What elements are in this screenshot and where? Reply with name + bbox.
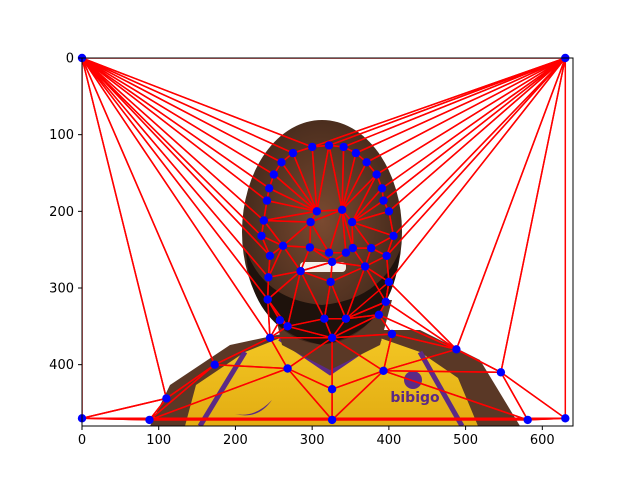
landmark-point-19 [320,314,329,323]
landmark-point-42 [379,196,388,205]
landmark-point-36 [324,141,334,150]
landmark-point-48 [305,243,315,252]
landmark-point-28 [257,231,266,241]
landmark-point-32 [269,170,278,179]
landmark-point-31 [265,184,274,193]
y-tick-label-0: 0 [66,52,74,67]
landmark-point-11 [283,364,292,373]
landmark-point-17 [275,316,285,325]
landmark-point-20 [341,314,351,323]
landmark-point-38 [351,148,361,158]
landmark-point-50 [306,217,315,227]
landmark-point-13 [379,366,388,375]
landmark-point-18 [283,322,292,331]
landmark-point-15 [327,333,337,342]
landmark-point-34 [288,148,298,158]
landmark-point-12 [327,385,337,394]
landmark-point-55 [341,248,351,257]
landmark-point-29 [259,216,268,225]
landmark-point-33 [277,158,286,167]
landmark-point-40 [372,170,381,179]
triangle-57 [331,314,393,339]
landmark-point-10 [496,368,506,377]
landmark-point-24 [326,277,335,287]
landmark-point-45 [382,251,391,260]
landmark-point-14 [265,333,275,342]
x-tick-label-3: 300 [300,433,325,448]
triangle-112 [329,261,366,283]
landmark-point-53 [324,248,334,257]
landmark-point-5 [327,415,337,425]
y-tick-label-4: 400 [49,358,74,373]
y-tick-label-1: 100 [49,128,74,143]
landmark-point-41 [377,184,387,193]
landmark-point-37 [339,142,348,152]
landmark-point-27 [265,251,275,260]
landmark-point-49 [312,207,321,216]
landmark-point-23 [263,295,272,304]
landmark-point-51 [337,205,347,214]
landmark-point-4 [145,415,154,425]
portrait-photo: bibigo [82,58,573,426]
landmark-point-26 [264,273,273,282]
svg-text:bibigo: bibigo [390,390,440,406]
landmark-point-52 [347,217,357,227]
landmark-point-43 [384,207,394,216]
x-tick-label-1: 100 [146,433,171,448]
landmark-point-6 [523,415,532,425]
landmark-point-47 [296,266,305,276]
triangle-edges [82,58,567,421]
landmark-point-21 [374,310,384,319]
landmark-points [77,53,570,425]
x-tick-label-0: 0 [78,433,86,448]
landmark-point-9 [452,345,461,354]
landmark-point-3 [561,414,570,423]
landmark-point-7 [162,394,171,403]
plot-frame [81,57,574,427]
x-axis: 0 100 200 300 400 500 600 [78,426,555,448]
landmark-point-46 [278,241,288,250]
y-tick-label-3: 300 [49,282,74,297]
y-tick-label-2: 200 [49,205,74,220]
x-tick-label-2: 200 [223,433,248,448]
x-tick-label-6: 600 [530,433,555,448]
landmark-point-25 [384,277,394,287]
landmark-point-35 [308,142,317,152]
landmark-point-57 [367,243,376,253]
landmark-point-8 [210,360,219,369]
x-tick-label-5: 500 [453,433,478,448]
landmark-point-16 [387,329,397,339]
landmark-point-22 [381,297,390,306]
landmark-point-30 [262,196,272,205]
landmark-point-39 [362,158,371,167]
landmark-point-54 [327,257,337,267]
landmark-point-58 [360,262,370,271]
x-tick-label-4: 400 [376,433,401,448]
landmark-point-44 [389,231,398,241]
y-axis: 0 100 200 300 400 [49,52,82,373]
landmark-point-56 [348,243,357,253]
